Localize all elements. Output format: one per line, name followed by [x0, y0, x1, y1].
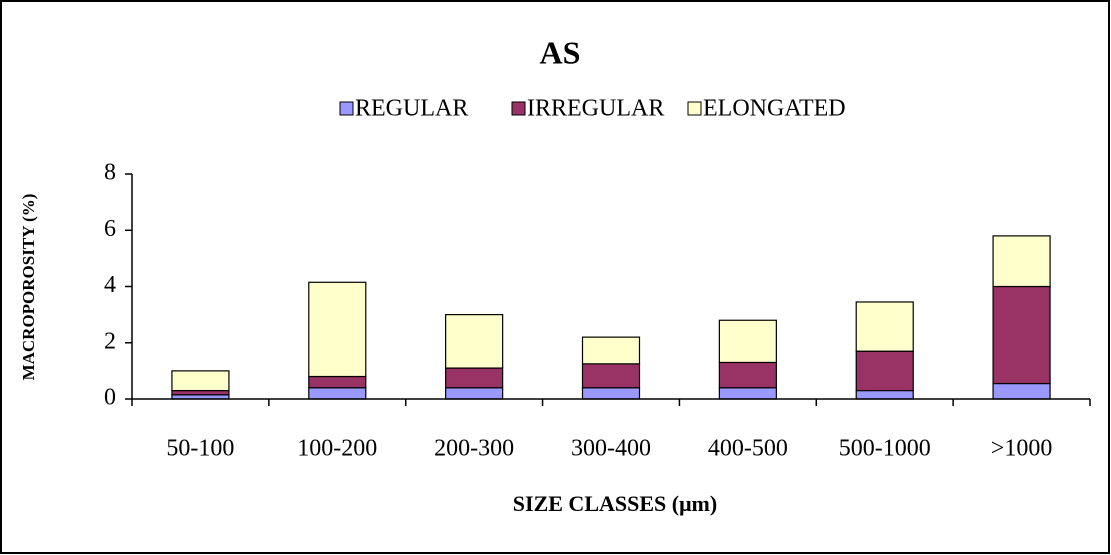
bar-segment: [171, 389, 230, 396]
x-tick-label: 300-400: [571, 436, 651, 462]
bar-segment: [855, 301, 914, 352]
bar-segment: [445, 387, 504, 400]
x-tick-label: 500-1000: [839, 436, 931, 462]
x-tick-label: 50-100: [166, 436, 234, 462]
bar-segment: [308, 281, 367, 378]
bar-segment: [581, 363, 641, 389]
y-axis-label: MACROPOROSITY (%): [19, 194, 38, 381]
y-tick-label: 0: [104, 385, 116, 411]
bar-segment: [445, 314, 504, 369]
bar-segment: [718, 319, 777, 364]
bar-segment: [171, 370, 230, 392]
x-tick-label: >1000: [991, 436, 1053, 462]
bar-segment: [581, 336, 641, 365]
x-tick-label: 400-500: [708, 436, 788, 462]
legend-label: IRREGULAR: [527, 96, 664, 122]
y-tick-label: 6: [104, 216, 116, 242]
y-tick-label: 8: [104, 160, 116, 186]
y-tick-label: 4: [104, 272, 116, 298]
bar-segment: [855, 350, 914, 392]
y-tick-label: 2: [104, 328, 116, 354]
bar-segment: [308, 375, 367, 389]
bar-segment: [855, 389, 914, 400]
x-tick-label: 200-300: [434, 436, 514, 462]
bar-segment: [718, 361, 777, 389]
x-tick-label: 100-200: [297, 436, 377, 462]
bar-segment: [308, 387, 367, 400]
legend-label: REGULAR: [355, 96, 468, 122]
bar-segment: [718, 387, 777, 400]
bar-segment: [992, 285, 1051, 385]
chart-title: AS: [540, 34, 581, 70]
legend-swatch: [687, 101, 702, 116]
legend-swatch: [511, 101, 526, 116]
legend-label: ELONGATED: [703, 96, 846, 122]
bar-segment: [992, 235, 1051, 288]
legend-swatch: [339, 101, 354, 116]
bar-segment: [445, 367, 504, 389]
bar-segment: [992, 382, 1051, 400]
x-axis-label: SIZE CLASSES (μm): [513, 491, 717, 516]
bar-segment: [581, 387, 641, 400]
